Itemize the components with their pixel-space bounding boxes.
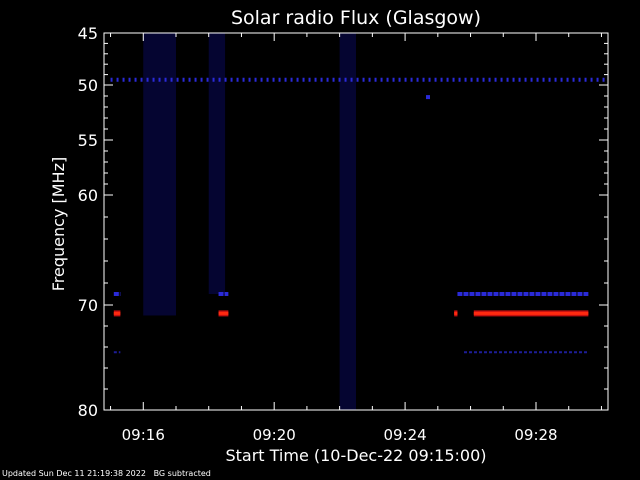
y-tick-label: 45 [78, 24, 98, 43]
y-tick-label: 55 [78, 131, 98, 150]
y-tick-label: 50 [78, 76, 98, 95]
y-tick-label: 60 [78, 186, 98, 205]
faint-emission-patch [339, 33, 356, 410]
band-segment [218, 311, 229, 315]
band-segment [454, 311, 458, 315]
footer-updated: Updated Sun Dec 11 21:19:38 2022 [2, 469, 146, 478]
band-segment [473, 311, 589, 315]
faint-emission-patch [143, 33, 176, 316]
faint-emission-patch [208, 33, 226, 294]
y-axis: 45 50 55 60 70 80 [78, 24, 608, 420]
chart-title: Solar radio Flux (Glasgow) [231, 7, 481, 29]
emission-point [426, 95, 430, 100]
footer: Updated Sun Dec 11 21:19:38 2022 BG subt… [2, 469, 211, 479]
spectrogram-data [110, 33, 608, 410]
x-axis: 09:16 09:20 09:24 09:28 [110, 33, 602, 444]
x-tick-label: 09:16 [122, 426, 165, 444]
y-tick-label: 80 [78, 401, 98, 420]
x-tick-label: 09:28 [514, 426, 557, 444]
y-axis-label: Frequency [MHz] [49, 157, 68, 291]
x-axis-label: Start Time (10-Dec-22 09:15:00) [225, 446, 486, 465]
y-tick-label: 70 [78, 296, 98, 315]
x-tick-label: 09:20 [253, 426, 296, 444]
footer-note: BG subtracted [153, 469, 211, 478]
plot-frame [103, 32, 609, 411]
band-segment [113, 311, 121, 315]
x-tick-label: 09:24 [383, 426, 426, 444]
